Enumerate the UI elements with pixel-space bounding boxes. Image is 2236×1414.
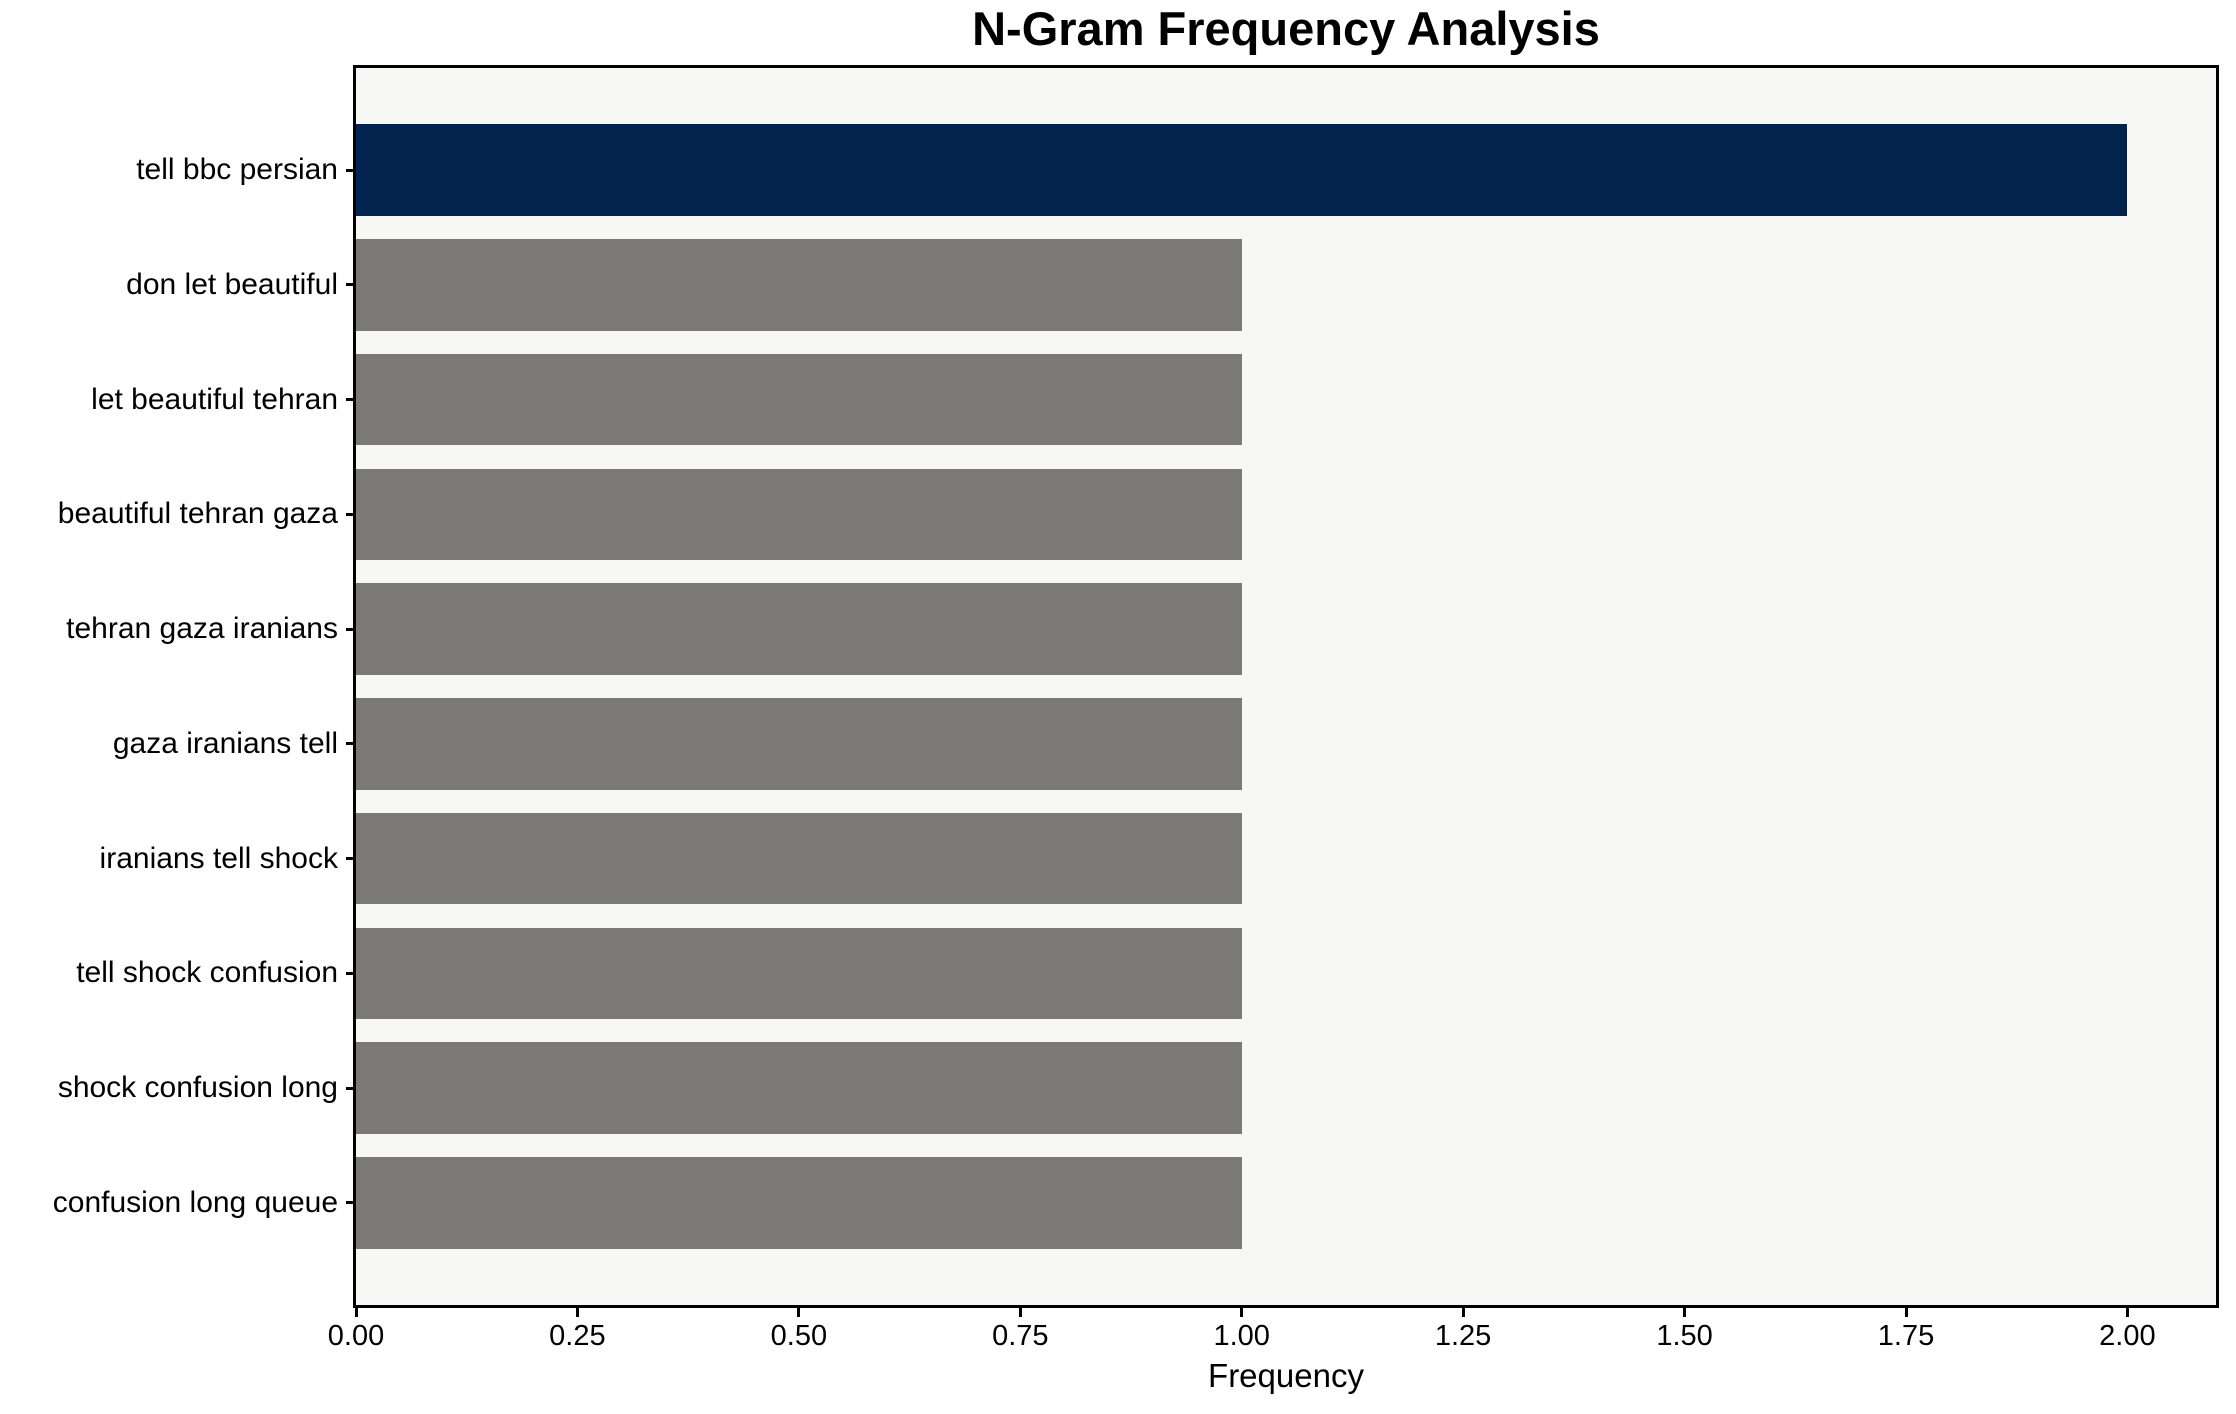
x-tick-label-8: 2.00 — [2099, 1320, 2156, 1352]
bar-9 — [356, 1157, 1242, 1249]
y-tick-label-8: shock confusion long — [57, 1071, 338, 1105]
bar-7 — [356, 927, 1242, 1020]
x-tick-mark-5 — [1461, 1305, 1465, 1317]
x-tick-label-4: 1.00 — [1213, 1320, 1270, 1352]
y-tick-label-7: tell shock confusion — [76, 956, 338, 990]
x-tick-mark-2 — [797, 1305, 801, 1317]
y-tick-mark-7 — [346, 971, 356, 975]
bar-4 — [356, 583, 1242, 675]
y-tick-label-0: tell bbc persian — [136, 153, 338, 187]
x-tick-label-6: 1.50 — [1656, 1320, 1713, 1352]
bar-8 — [356, 1042, 1242, 1134]
bar-3 — [356, 468, 1242, 561]
x-tick-mark-3 — [1018, 1305, 1022, 1317]
chart-title: N-Gram Frequency Analysis — [972, 2, 1600, 55]
x-tick-mark-1 — [575, 1305, 579, 1317]
y-tick-label-5: gaza iranians tell — [112, 726, 338, 760]
x-tick-mark-8 — [2125, 1305, 2129, 1317]
y-tick-label-2: let beautiful tehran — [91, 382, 338, 416]
bar-1 — [356, 239, 1242, 331]
y-tick-mark-6 — [346, 857, 356, 861]
x-tick-mark-6 — [1683, 1305, 1687, 1317]
y-tick-label-6: iranians tell shock — [99, 841, 338, 875]
y-tick-label-1: don let beautiful — [126, 267, 338, 301]
y-tick-label-9: confusion long queue — [52, 1185, 338, 1219]
y-tick-label-4: tehran gaza iranians — [66, 612, 338, 646]
x-tick-label-2: 0.50 — [770, 1320, 828, 1352]
y-tick-mark-0 — [346, 168, 356, 172]
x-tick-label-3: 0.75 — [992, 1320, 1049, 1352]
bar-0 — [356, 124, 2128, 216]
y-tick-mark-3 — [346, 512, 356, 516]
bar-2 — [356, 353, 1242, 446]
x-tick-label-5: 1.25 — [1434, 1320, 1492, 1352]
y-tick-mark-4 — [346, 627, 356, 631]
y-tick-mark-8 — [346, 1086, 356, 1090]
x-tick-mark-7 — [1904, 1305, 1908, 1317]
x-tick-label-0: 0.00 — [327, 1320, 385, 1352]
y-tick-mark-2 — [346, 398, 356, 402]
x-axis-label: Frequency — [1208, 1357, 1364, 1394]
bar-6 — [356, 812, 1242, 905]
x-tick-label-7: 1.75 — [1877, 1320, 1935, 1352]
y-tick-mark-9 — [346, 1201, 356, 1205]
x-tick-label-1: 0.25 — [549, 1320, 606, 1352]
y-tick-mark-5 — [346, 742, 356, 746]
x-tick-mark-0 — [354, 1305, 358, 1317]
y-tick-mark-1 — [346, 283, 356, 287]
x-tick-mark-4 — [1240, 1305, 1244, 1317]
y-tick-label-3: beautiful tehran gaza — [57, 497, 338, 531]
bar-5 — [356, 698, 1242, 790]
